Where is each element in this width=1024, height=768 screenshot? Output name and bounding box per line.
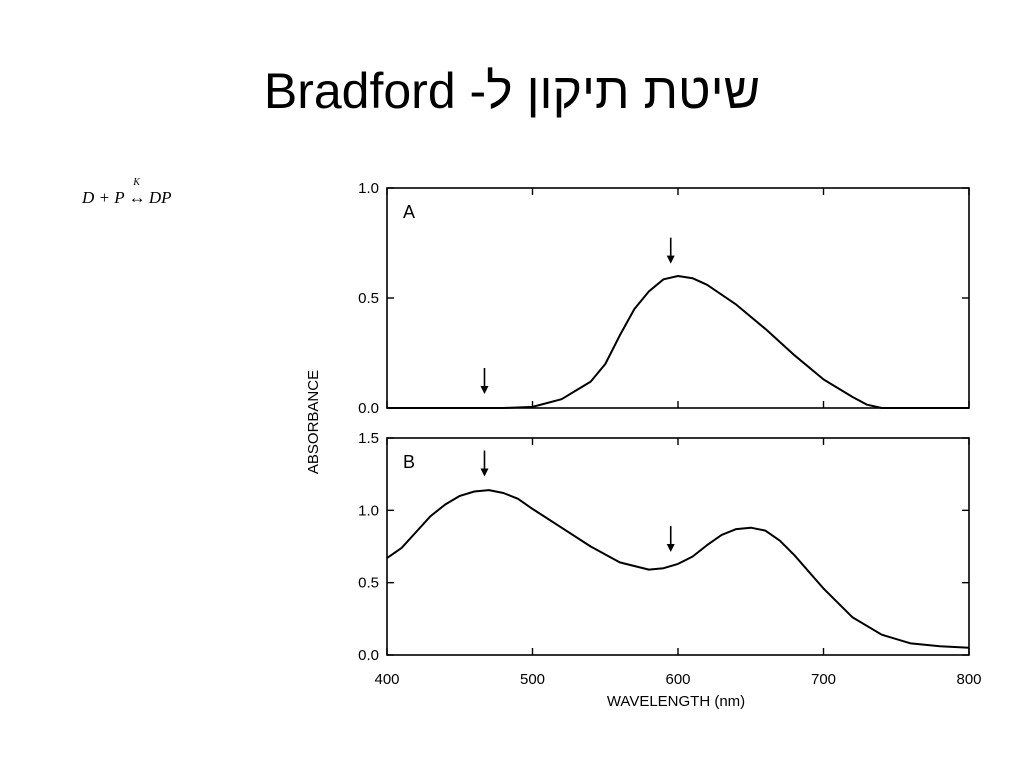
x-tick-label: 500: [520, 671, 545, 688]
y-tick-label: 1.0: [358, 502, 379, 519]
spectrum-curve: [386, 489, 970, 649]
equation-lhs: D + P: [82, 188, 125, 207]
slide-title: שיטת תיקון ל- Bradford: [263, 63, 761, 119]
y-tick-label: 0.5: [358, 575, 379, 592]
equation-rhs: DP: [148, 188, 172, 207]
x-tick-label: 800: [956, 671, 981, 688]
x-tick-label: 400: [374, 671, 399, 688]
down-arrow-icon: [480, 386, 489, 394]
y-axis-title: ABSORBANCE: [305, 370, 322, 474]
y-tick-label: 1.0: [358, 180, 379, 197]
x-axis-title: WAVELENGTH (nm): [607, 693, 745, 710]
equilibrium-arrow-icon: ↔: [128, 188, 146, 207]
panel-label: A: [403, 202, 415, 222]
x-tick-label: 700: [811, 671, 836, 688]
panel-label: B: [403, 452, 415, 472]
x-tick-label: 600: [665, 671, 690, 688]
panel-frame: [386, 437, 970, 656]
down-arrow-icon: [666, 544, 675, 553]
y-tick-label: 0.0: [358, 400, 379, 417]
spectrum-curve: [387, 275, 969, 409]
down-arrow-icon: [480, 468, 489, 477]
y-tick-label: 0.0: [358, 647, 379, 664]
y-tick-label: 1.5: [358, 430, 379, 447]
equilibrium-arrow: K ↔: [128, 177, 146, 208]
down-arrow-icon: [666, 255, 675, 264]
panel-frame: [386, 187, 970, 409]
y-tick-label: 0.5: [358, 290, 379, 307]
binding-equation: D + P K ↔ DP: [82, 177, 172, 208]
rate-constant-label: K: [133, 177, 140, 188]
